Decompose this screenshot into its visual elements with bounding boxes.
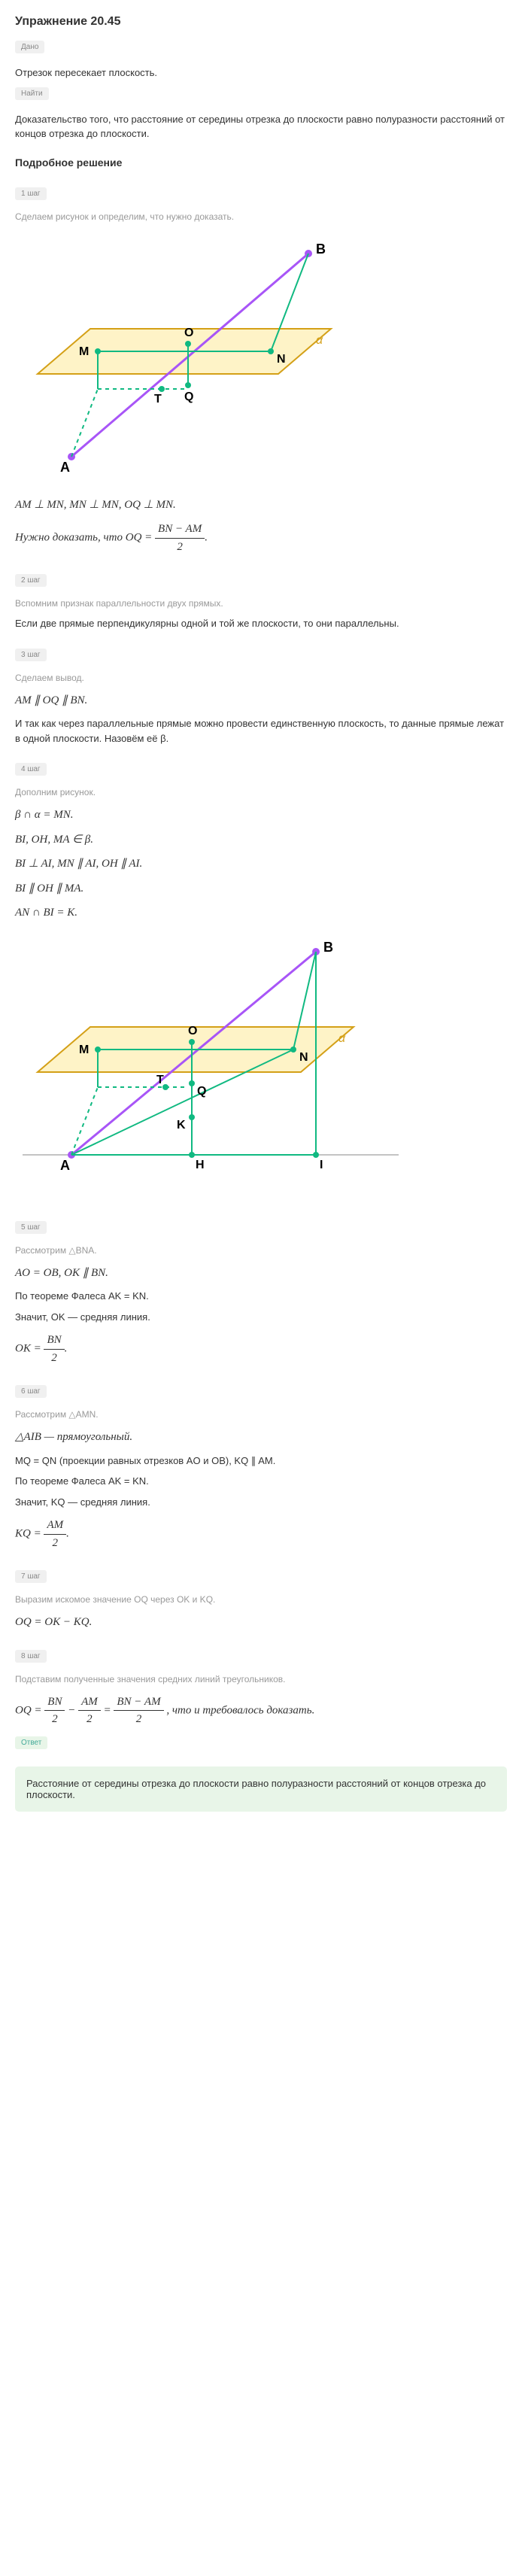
step-3-label: 3 шаг xyxy=(15,649,47,661)
step-7-gray: Выразим искомое значение OQ через OK и K… xyxy=(15,1593,507,1606)
exercise-title: Упражнение 20.45 xyxy=(15,15,507,29)
figure-1: α A B M N O T Q xyxy=(15,238,507,481)
step-3-gray: Сделаем вывод. xyxy=(15,671,507,685)
label-o: O xyxy=(184,327,193,339)
find-tag: Найти xyxy=(15,87,49,100)
step-1-gray: Сделаем рисунок и определим, что нужно д… xyxy=(15,210,507,223)
alpha-label: α xyxy=(316,334,323,347)
step-4-label: 4 шаг xyxy=(15,763,47,776)
step-6-t2: По теореме Фалеса AK = KN. xyxy=(15,1474,507,1489)
step-4-m2: BI, OH, MA ∈ β. xyxy=(15,831,507,849)
step-1-label: 1 шаг xyxy=(15,187,47,200)
step-6-gray: Рассмотрим △AMN. xyxy=(15,1408,507,1421)
step-4-gray: Дополним рисунок. xyxy=(15,785,507,799)
step-4-m5: AN ∩ BI = K. xyxy=(15,904,507,922)
answer-box: Расстояние от середины отрезка до плоско… xyxy=(15,1766,507,1812)
alpha-label-2: α xyxy=(338,1032,346,1045)
step-5-gray: Рассмотрим △BNA. xyxy=(15,1244,507,1257)
step-5-m2: OK = BN2. xyxy=(15,1332,507,1366)
step-6-t1: MQ = QN (проекции равных отрезков AO и O… xyxy=(15,1454,507,1469)
svg-text:H: H xyxy=(196,1159,205,1171)
step-6-t3: Значит, KQ — средняя линия. xyxy=(15,1495,507,1510)
label-t: T xyxy=(154,393,162,406)
step-8-formula: OQ = BN2 − AM2 = BN − AM2 , что и требов… xyxy=(15,1694,507,1728)
figure-2: α A B M N O T Q K H I xyxy=(15,937,507,1195)
label-n: N xyxy=(277,353,286,366)
step-8-label: 8 шаг xyxy=(15,1650,47,1663)
step-7-m1: OQ = OK − KQ. xyxy=(15,1614,507,1631)
step-4-m3: BI ⊥ AI, MN ∥ AI, OH ∥ AI. xyxy=(15,855,507,873)
step-4-m1: β ∩ α = MN. xyxy=(15,807,507,824)
given-tag: Дано xyxy=(15,41,44,53)
given-text: Отрезок пересекает плоскость. xyxy=(15,65,507,80)
svg-text:T: T xyxy=(156,1074,164,1086)
step-6-m1: △AIB — прямоугольный. xyxy=(15,1429,507,1446)
step-2-gray: Вспомним признак параллельности двух пря… xyxy=(15,597,507,610)
svg-text:B: B xyxy=(323,940,333,955)
svg-text:Q: Q xyxy=(197,1085,206,1098)
label-m: M xyxy=(79,345,89,358)
step-2-text: Если две прямые перпендикулярны одной и … xyxy=(15,616,507,631)
step-7-label: 7 шаг xyxy=(15,1570,47,1583)
svg-text:A: A xyxy=(60,1158,70,1173)
find-text: Доказательство того, что расстояние от с… xyxy=(15,112,507,141)
math-prove: Нужно доказать, что OQ = BN − AM2. xyxy=(15,521,507,555)
solution-title: Подробное решение xyxy=(15,156,507,169)
label-a: A xyxy=(60,460,70,475)
step-8-gray: Подставим полученные значения средних ли… xyxy=(15,1672,507,1686)
answer-text: Расстояние от середины отрезка до плоско… xyxy=(26,1778,486,1800)
step-2-label: 2 шаг xyxy=(15,574,47,587)
step-4-m4: BI ∥ OH ∥ MA. xyxy=(15,880,507,898)
label-q: Q xyxy=(184,390,193,403)
step-6-label: 6 шаг xyxy=(15,1385,47,1398)
step-5-t1: По теореме Фалеса AK = KN. xyxy=(15,1289,507,1304)
step-3-text: И так как через параллельные прямые можн… xyxy=(15,716,507,746)
math-perp: AM ⊥ MN, MN ⊥ MN, OQ ⊥ MN. xyxy=(15,497,507,514)
answer-tag: Ответ xyxy=(15,1736,47,1749)
svg-text:O: O xyxy=(188,1025,197,1037)
step-5-label: 5 шаг xyxy=(15,1221,47,1234)
step-5-t2: Значит, OK — средняя линия. xyxy=(15,1310,507,1325)
step-5-m1: AO = OB, OK ∥ BN. xyxy=(15,1265,507,1282)
step-3-m1: AM ∥ OQ ∥ BN. xyxy=(15,692,507,709)
svg-text:N: N xyxy=(299,1051,308,1064)
label-b: B xyxy=(316,242,326,257)
svg-text:K: K xyxy=(177,1119,186,1132)
svg-text:I: I xyxy=(320,1159,323,1171)
svg-text:M: M xyxy=(79,1043,89,1056)
step-6-m2: KQ = AM2. xyxy=(15,1517,507,1551)
